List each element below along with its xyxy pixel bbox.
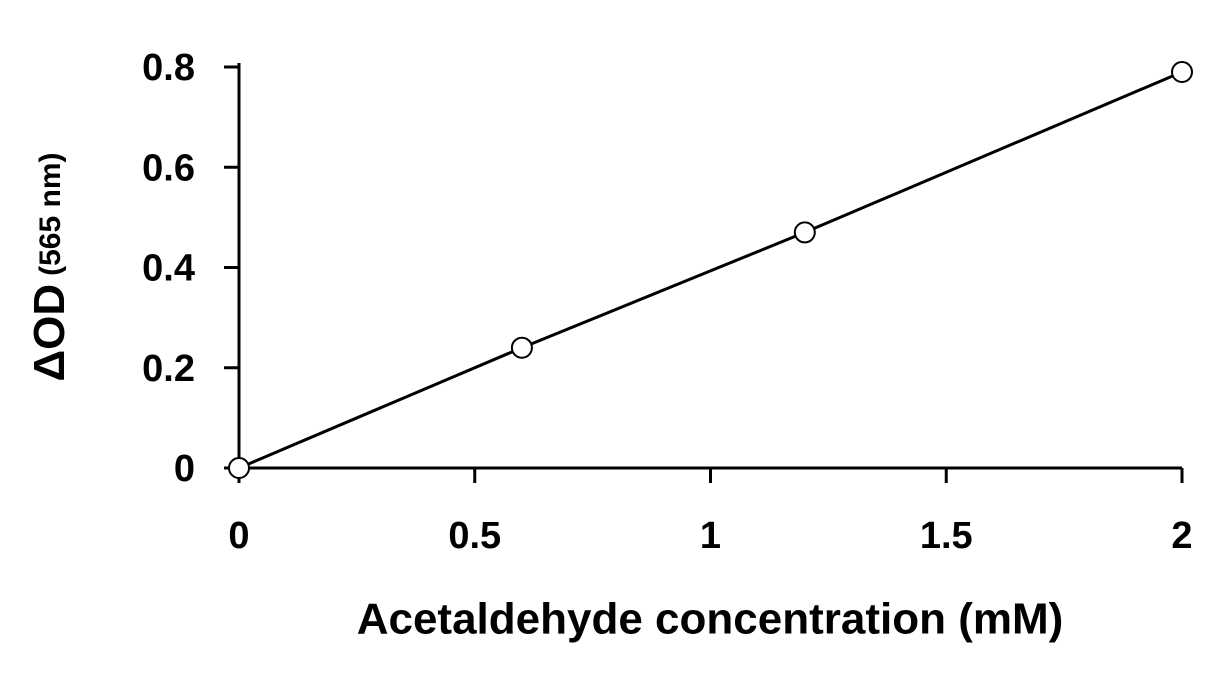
y-axis-label: ΔOD (565 nm) — [25, 153, 74, 382]
y-tick-label: 0.6 — [142, 147, 195, 189]
x-axis-label: Acetaldehyde concentration (mM) — [357, 595, 1064, 644]
y-tick-label: 0.8 — [142, 47, 195, 89]
data-point — [228, 457, 250, 479]
x-tick-label: 0.5 — [448, 515, 501, 557]
x-tick-label: 2 — [1171, 515, 1192, 557]
y-axis-label-main: ΔOD — [25, 284, 74, 382]
y-axis-label-unit: (565 nm) — [34, 153, 67, 276]
y-tick-label: 0 — [174, 448, 195, 490]
data-line — [238, 70, 1183, 470]
y-tick-label: 0.2 — [142, 348, 195, 390]
y-tick-label: 0.4 — [142, 248, 195, 290]
x-tick-label: 0 — [228, 515, 249, 557]
x-tick-label: 1 — [700, 515, 721, 557]
data-point — [510, 336, 533, 359]
data-point — [1171, 61, 1193, 84]
x-tick-label: 1.5 — [920, 515, 973, 557]
data-point — [793, 221, 816, 244]
